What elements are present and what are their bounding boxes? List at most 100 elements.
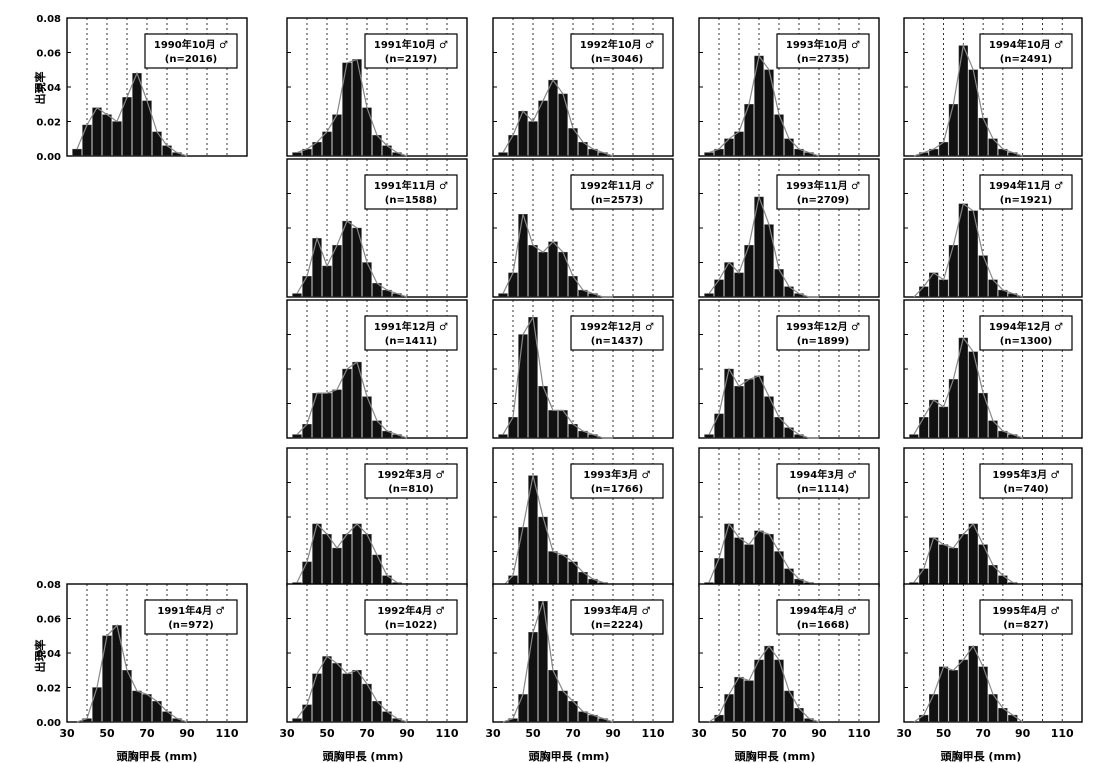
- histogram-bar: [968, 645, 978, 723]
- axis-labels-group: 出現率 出現率 頭胸甲長 (mm) 頭胸甲長 (mm) 頭胸甲長 (mm) 頭胸…: [33, 72, 1021, 763]
- histogram-bar: [764, 645, 774, 723]
- panel-n-label: (n=1766): [591, 484, 643, 495]
- histogram-bar: [518, 213, 528, 298]
- y-tick-label: 0.02: [36, 118, 61, 129]
- histogram-bar: [558, 554, 568, 587]
- histogram-bar: [734, 676, 744, 723]
- x-tick-label: 110: [848, 727, 871, 740]
- histogram-bar: [948, 104, 959, 157]
- histogram-bar: [764, 534, 774, 587]
- histogram-bar: [724, 694, 734, 723]
- histogram-bar: [302, 561, 312, 587]
- histogram-bar: [958, 659, 968, 723]
- x-tick-label: 50: [319, 727, 335, 740]
- panel-n-label: (n=1437): [591, 336, 643, 347]
- panel-label-box: [776, 315, 870, 351]
- histogram-bar: [322, 656, 332, 723]
- panel-title: 1995年3月 ♂: [992, 468, 1059, 481]
- panel-n-label: (n=1114): [797, 484, 849, 495]
- histogram-bar: [734, 537, 744, 587]
- histogram-panel: 1991年11月 ♂ (n=1588): [286, 158, 468, 298]
- histogram-panel: 1993年3月 ♂ (n=1766): [492, 447, 674, 587]
- histogram-bar: [754, 530, 764, 587]
- x-tick-label: 110: [642, 727, 665, 740]
- x-tick-label: 50: [99, 727, 115, 740]
- histogram-bar: [322, 392, 332, 439]
- y-tick-label: 0.08: [36, 580, 61, 591]
- panel-label-box: [364, 33, 458, 69]
- panel-n-label: (n=2491): [1000, 54, 1052, 65]
- histogram-bar: [112, 121, 122, 157]
- histogram-bar: [72, 148, 82, 157]
- histogram-panel: 1994年10月 ♂ (n=2491): [903, 17, 1083, 157]
- histogram-panel: 1990年10月 ♂ (n=2016) 0.00 0.02 0.04 0.06 0.08: [36, 14, 248, 163]
- panel-n-label: (n=2016): [165, 54, 217, 65]
- panel-title: 1993年10月 ♂: [786, 38, 860, 51]
- panel-title: 1991年4月 ♂: [157, 604, 224, 617]
- histogram-bar: [938, 406, 949, 439]
- histogram-bar: [714, 413, 724, 439]
- fitted-curve: [296, 58, 408, 157]
- panel-title: 1993年3月 ♂: [583, 468, 650, 481]
- histogram-bar: [714, 279, 724, 298]
- histogram-panel: 1995年3月 ♂ (n=740): [903, 447, 1083, 587]
- x-tick-label: 70: [771, 727, 787, 740]
- panel-label-box: [570, 315, 664, 351]
- panel-label-box: [570, 599, 664, 635]
- histogram-bar: [734, 272, 744, 298]
- fitted-curve: [708, 194, 819, 298]
- histogram-bar: [292, 434, 302, 439]
- panel-n-label: (n=1588): [385, 195, 437, 206]
- panel-title: 1994年4月 ♂: [789, 604, 856, 617]
- panel-n-label: (n=2573): [591, 195, 643, 206]
- fitted-curve: [76, 624, 188, 723]
- histogram-bar: [302, 276, 312, 298]
- histogram-bar: [498, 293, 508, 298]
- panel-label-box: [144, 33, 238, 69]
- panel-label-box: [776, 174, 870, 210]
- panel-title: 1995年4月 ♂: [992, 604, 1059, 617]
- panel-title: 1990年10月 ♂: [154, 38, 228, 51]
- histogram-bar: [754, 659, 764, 723]
- histogram-bar: [498, 434, 508, 439]
- panel-n-label: (n=2735): [797, 54, 849, 65]
- panel-title: 1992年11月 ♂: [580, 179, 654, 192]
- x-tick-label: 90: [399, 727, 415, 740]
- panel-n-label: (n=2197): [385, 54, 437, 65]
- fitted-curve: [296, 522, 408, 587]
- panel-title: 1992年3月 ♂: [377, 468, 444, 481]
- fitted-curve: [296, 655, 408, 723]
- histogram-bar: [548, 241, 558, 298]
- histogram-bar: [342, 368, 352, 439]
- x-axis-label-col2: 頭胸甲長 (mm): [323, 749, 404, 763]
- histogram-bar: [92, 107, 102, 157]
- fitted-curve: [913, 522, 1023, 587]
- histogram-bar: [142, 694, 152, 723]
- fitted-curve: [296, 220, 408, 298]
- histogram-bar: [332, 663, 342, 723]
- fitted-curve: [502, 601, 614, 723]
- histogram-bar: [498, 152, 508, 157]
- histogram-bar: [724, 368, 734, 439]
- histogram-bar: [102, 114, 112, 157]
- panel-title: 1994年3月 ♂: [789, 468, 856, 481]
- histogram-bar: [372, 554, 382, 587]
- x-axis-label-col4: 頭胸甲長 (mm): [735, 749, 816, 763]
- histogram-bar: [92, 687, 102, 723]
- x-tick-label: 50: [525, 727, 541, 740]
- panel-label-box: [364, 463, 458, 499]
- panel-n-label: (n=1022): [385, 620, 437, 631]
- x-tick-label: 90: [179, 727, 195, 740]
- histogram-bar: [754, 375, 764, 439]
- fitted-curve: [708, 367, 819, 439]
- histogram-panel: 1994年4月 ♂ (n=1668) 30 50 70 90 110: [691, 583, 880, 740]
- panel-title: 1991年11月 ♂: [374, 179, 448, 192]
- fitted-curve: [913, 336, 1023, 439]
- x-tick-label: 50: [936, 727, 952, 740]
- x-tick-label: 110: [436, 727, 459, 740]
- histogram-bar: [558, 690, 568, 723]
- histogram-bar: [528, 121, 538, 157]
- histogram-bar: [322, 534, 332, 587]
- histogram-bar: [744, 680, 754, 723]
- x-axis-label-col1: 頭胸甲長 (mm): [117, 749, 198, 763]
